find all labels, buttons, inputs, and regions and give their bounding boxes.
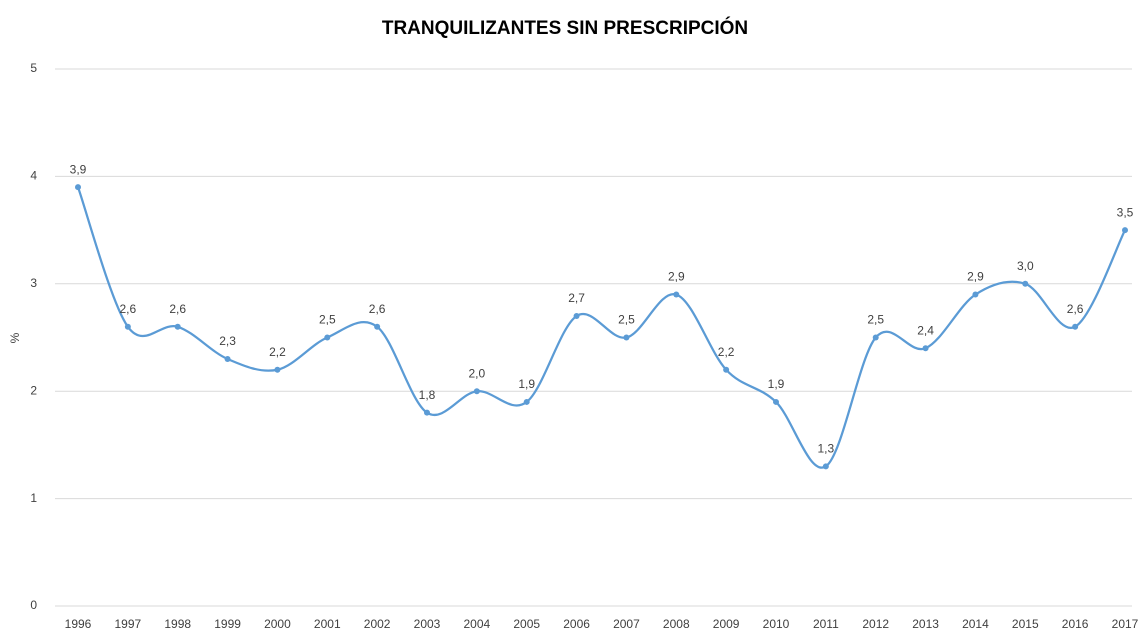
data-label: 1,3 <box>818 442 835 456</box>
y-tick-label: 3 <box>30 276 37 290</box>
data-label: 1,9 <box>518 377 535 391</box>
point <box>224 355 231 362</box>
data-label: 3,0 <box>1017 259 1034 273</box>
x-tick-label: 2017 <box>1112 617 1139 631</box>
y-axis-label: % <box>8 332 22 343</box>
point <box>872 334 879 341</box>
point <box>274 366 281 373</box>
point <box>473 388 480 395</box>
point <box>1022 280 1029 287</box>
data-label: 1,8 <box>419 388 436 402</box>
point <box>75 184 81 191</box>
point <box>822 463 829 470</box>
x-tick-label: 2001 <box>314 617 341 631</box>
y-tick-label: 5 <box>30 61 37 75</box>
point <box>174 323 181 330</box>
data-label: 2,6 <box>1067 302 1084 316</box>
x-tick-label: 2006 <box>563 617 590 631</box>
data-label: 2,5 <box>867 313 884 327</box>
x-tick-label: 2014 <box>962 617 989 631</box>
data-label: 2,5 <box>319 313 336 327</box>
x-tick-label: 2011 <box>813 617 839 631</box>
x-tick-label: 2009 <box>713 617 740 631</box>
point <box>773 398 779 405</box>
point <box>374 323 381 330</box>
data-label: 2,6 <box>169 302 186 316</box>
data-label: 2,2 <box>718 345 735 359</box>
line <box>76 186 1127 469</box>
x-tick-label: 2007 <box>613 617 640 631</box>
data-label: 2,7 <box>568 291 585 305</box>
y-tick-label: 4 <box>30 169 37 183</box>
point <box>723 366 730 373</box>
data-label: 2,3 <box>219 334 236 348</box>
chart-title: TRANQUILIZANTES SIN PRESCRIPCIÓN <box>382 17 748 39</box>
x-tick-label: 2003 <box>414 617 441 631</box>
data-label: 2,5 <box>618 313 635 327</box>
data-label: 2,2 <box>269 345 286 359</box>
point <box>424 409 430 416</box>
point <box>523 398 530 405</box>
point <box>1122 227 1128 234</box>
x-tick-label: 1999 <box>214 617 241 631</box>
x-tick-label: 2008 <box>663 617 690 631</box>
y-tick-label: 0 <box>30 598 37 612</box>
data-label: 2,0 <box>469 366 486 380</box>
x-tick-label: 2005 <box>513 617 540 631</box>
data-label: 3,5 <box>1117 205 1134 219</box>
x-tick-label: 1998 <box>164 617 191 631</box>
x-tick-label: 2015 <box>1012 617 1039 631</box>
x-tick-label: 2013 <box>912 617 939 631</box>
x-tick-label: 2010 <box>763 617 790 631</box>
point <box>673 291 680 298</box>
data-label: 2,4 <box>917 323 934 337</box>
data-label: 2,6 <box>369 302 386 316</box>
point <box>922 345 929 352</box>
data-label: 3,9 <box>70 162 87 176</box>
point <box>1072 323 1079 330</box>
x-tick-label: 2012 <box>862 617 889 631</box>
x-tick-label: 1996 <box>65 617 92 631</box>
x-tick-label: 2004 <box>464 617 491 631</box>
data-label: 2,9 <box>967 270 984 284</box>
x-tick-label: 2002 <box>364 617 391 631</box>
point <box>623 334 630 341</box>
point <box>972 291 979 298</box>
data-label: 2,9 <box>668 270 685 284</box>
x-tick-label: 1997 <box>115 617 142 631</box>
x-tick-label: 2000 <box>264 617 291 631</box>
point <box>124 323 131 330</box>
x-tick-label: 2016 <box>1062 617 1089 631</box>
data-label: 1,9 <box>768 377 785 391</box>
point <box>324 334 331 341</box>
y-tick-label: 2 <box>30 383 37 397</box>
data-label: 2,6 <box>120 302 137 316</box>
y-tick-label: 1 <box>30 491 37 505</box>
point <box>573 313 580 320</box>
